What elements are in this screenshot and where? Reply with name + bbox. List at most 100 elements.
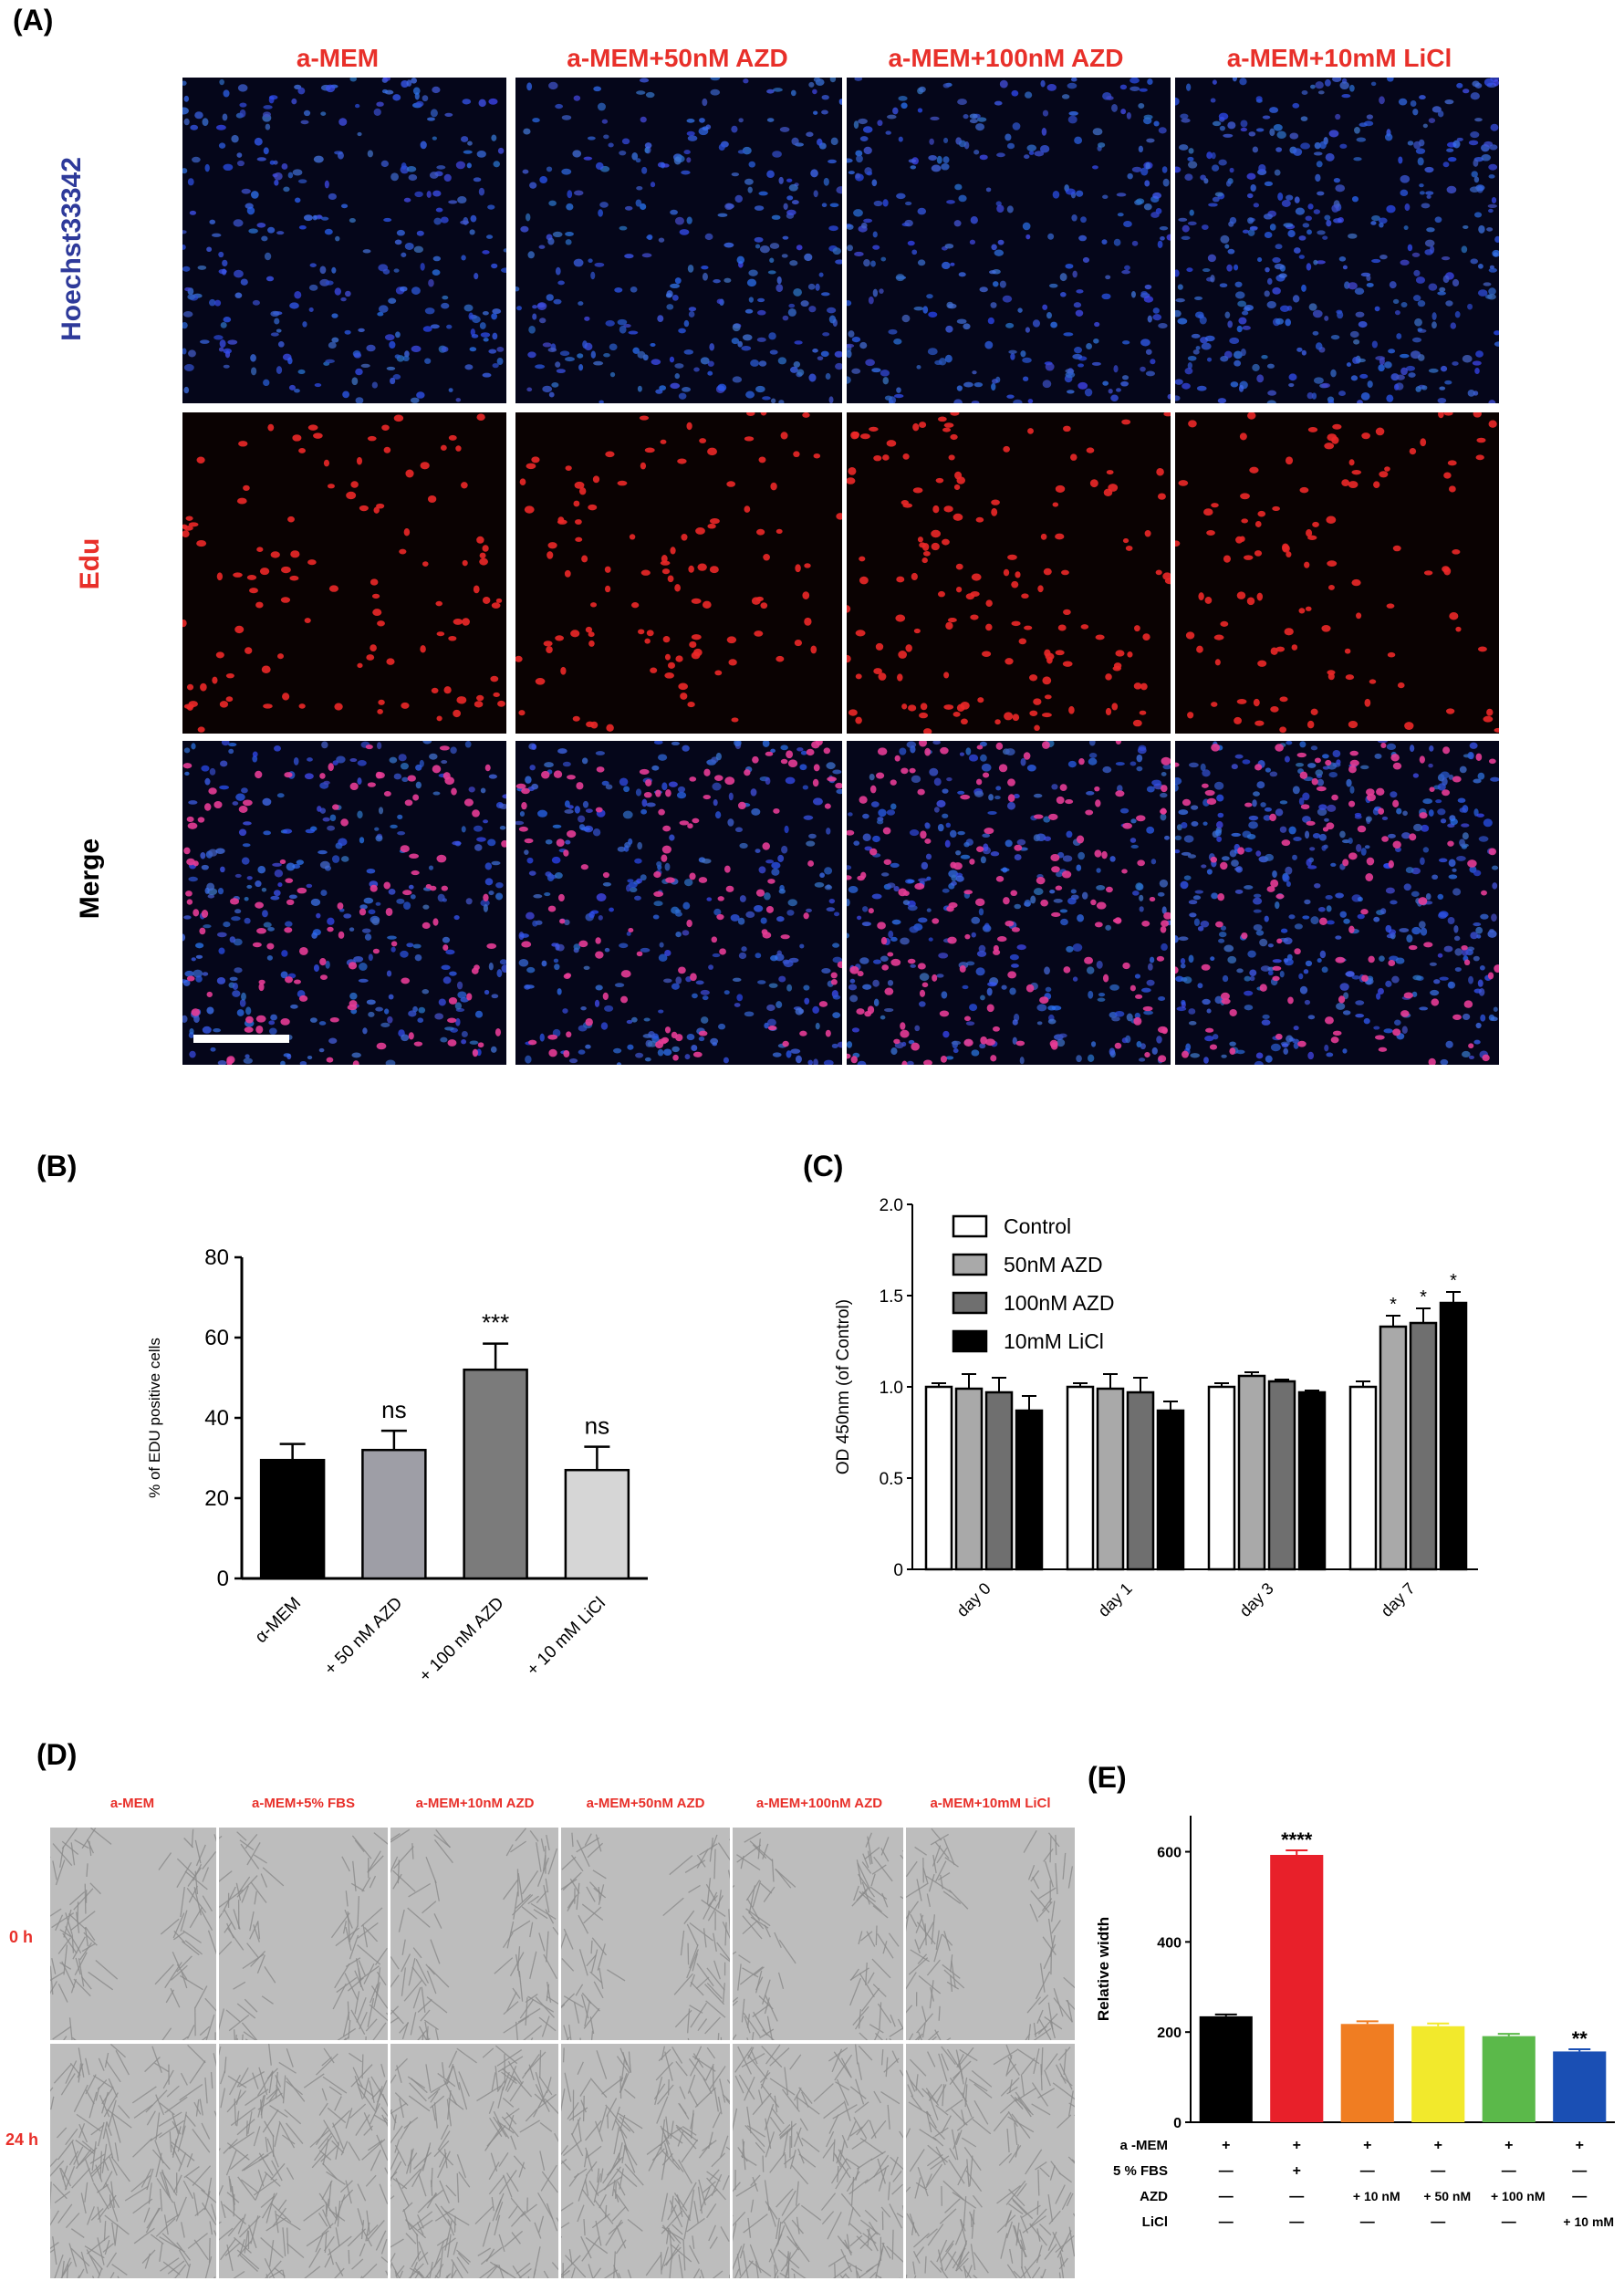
bar <box>1126 1390 1155 1571</box>
y-tick-label: 0 <box>1173 2116 1182 2131</box>
y-tick-label: 20 <box>204 1486 229 1511</box>
wound-healing-image <box>906 2044 1075 2278</box>
y-tick-label: 2.0 <box>880 1196 903 1215</box>
panel-d-col-header: a-MEM <box>109 1796 155 1811</box>
scale-bar <box>193 1035 289 1043</box>
bar <box>984 1390 1014 1571</box>
microscopy-image-merge <box>847 741 1171 1065</box>
microscopy-image-hoechst <box>182 78 506 403</box>
bar <box>1156 1409 1185 1571</box>
table-cell: + 10 mM <box>1563 2214 1614 2229</box>
table-cell: + <box>1504 2138 1513 2153</box>
significance-label: * <box>1420 1287 1427 1307</box>
bar <box>1340 2024 1394 2122</box>
chart-c-od450: 0 0.5 1.0 1.5 2.0 OD 450nm (of Control) day 0 d… <box>834 1196 1478 1620</box>
bar <box>1379 1325 1408 1571</box>
significance-label: * <box>1450 1271 1457 1291</box>
bar <box>564 1468 630 1580</box>
significance-label: * <box>1390 1295 1397 1315</box>
significance-label: ** <box>1572 2027 1588 2050</box>
bar <box>1482 2036 1536 2122</box>
table-cell: — <box>1360 2163 1375 2179</box>
panel-d-col-header: a-MEM+10nM AZD <box>415 1796 535 1811</box>
x-tick-label: + 10 mM LiCl <box>524 1594 609 1680</box>
bar <box>924 1385 953 1571</box>
microscopy-image-hoechst <box>847 78 1171 403</box>
legend-swatch <box>952 1214 988 1238</box>
wound-healing-image <box>219 2044 388 2278</box>
panel-label-a: (A) <box>13 4 54 36</box>
significance-label: *** <box>482 1309 509 1337</box>
significance-label: ns <box>585 1412 609 1440</box>
table-cell: — <box>1431 2214 1445 2230</box>
x-tick-label: day 3 <box>1236 1579 1277 1620</box>
x-tick-label: + 50 nM AZD <box>321 1594 407 1680</box>
panel-label-b: (B) <box>36 1150 78 1182</box>
table-cell: + <box>1434 2138 1442 2153</box>
y-tick-label: 0 <box>217 1567 229 1591</box>
microscopy-image-merge <box>182 741 506 1065</box>
table-cell: — <box>1502 2163 1516 2179</box>
table-cell: + <box>1576 2138 1584 2153</box>
microscopy-image-hoechst <box>1175 78 1499 403</box>
y-tick-label: 0.5 <box>880 1470 903 1489</box>
wound-healing-image <box>906 1828 1075 2040</box>
panel-d-col-header: a-MEM+10mM LiCl <box>930 1796 1051 1811</box>
bar <box>1439 1301 1468 1571</box>
panel-a-col-header: a-MEM+10mM LiCl <box>1226 44 1452 72</box>
panel-a-row-header-edu: Edu <box>75 537 105 590</box>
x-tick-label: + 100 nM AZD <box>416 1594 508 1686</box>
legend-swatch <box>952 1329 988 1353</box>
table-cell: — <box>1360 2214 1375 2230</box>
wound-healing-image <box>561 2044 730 2278</box>
x-tick-label: α-MEM <box>252 1594 305 1647</box>
microscopy-image-edu <box>182 412 506 734</box>
wound-healing-image <box>561 1828 730 2040</box>
bar <box>1348 1385 1378 1571</box>
x-tick-label: day 7 <box>1378 1579 1419 1620</box>
bar <box>1015 1409 1044 1571</box>
y-tick-label: 60 <box>204 1326 229 1350</box>
bar <box>1553 2051 1607 2122</box>
wound-healing-image <box>733 2044 903 2278</box>
bar <box>1270 1854 1324 2122</box>
table-row-label: LiCl <box>1142 2214 1168 2230</box>
bar <box>361 1448 427 1580</box>
bar <box>1409 1321 1438 1571</box>
table-row-label: 5 % FBS <box>1113 2163 1168 2179</box>
significance-label: ns <box>381 1396 406 1423</box>
microscopy-image-merge <box>1175 741 1499 1065</box>
panel-d-row-header: 24 h <box>5 2130 39 2149</box>
table-cell: + <box>1363 2138 1371 2153</box>
panel-label-c: (C) <box>803 1150 844 1182</box>
microscopy-image-edu <box>515 412 842 734</box>
significance-label: **** <box>1281 1828 1313 1851</box>
wound-healing-image <box>50 2044 216 2278</box>
y-tick-label: 80 <box>204 1245 229 1270</box>
panel-a-col-header: a-MEM+100nM AZD <box>888 44 1124 72</box>
panel-d-col-header: a-MEM+5% FBS <box>252 1796 355 1811</box>
table-cell: — <box>1219 2189 1234 2204</box>
y-tick-label: 400 <box>1157 1935 1182 1951</box>
panel-a-col-header: a-MEM <box>296 44 380 72</box>
panel-label-d: (D) <box>36 1738 78 1771</box>
bar <box>1267 1380 1296 1571</box>
legend-label: 50nM AZD <box>1004 1253 1103 1276</box>
wound-healing-image <box>390 2044 558 2278</box>
table-row-label: a -MEM <box>1120 2138 1169 2153</box>
table-cell: — <box>1219 2214 1234 2230</box>
table-cell: — <box>1289 2189 1304 2204</box>
x-tick-label: day 0 <box>953 1579 994 1620</box>
x-tick-label: day 1 <box>1095 1579 1136 1620</box>
microscopy-image-merge <box>515 741 842 1065</box>
table-cell: + 100 nM <box>1491 2189 1546 2203</box>
bar <box>1096 1387 1125 1571</box>
microscopy-image-edu <box>847 412 1171 734</box>
y-tick-label: 40 <box>204 1406 229 1431</box>
y-axis-label: OD 450nm (of Control) <box>834 1299 853 1474</box>
bar <box>1411 2026 1465 2122</box>
table-cell: — <box>1219 2163 1234 2179</box>
table-cell: + 50 nM <box>1423 2189 1471 2203</box>
y-axis-label: Relative width <box>1095 1917 1112 2021</box>
y-axis-label: % of EDU positive cells <box>146 1338 163 1498</box>
